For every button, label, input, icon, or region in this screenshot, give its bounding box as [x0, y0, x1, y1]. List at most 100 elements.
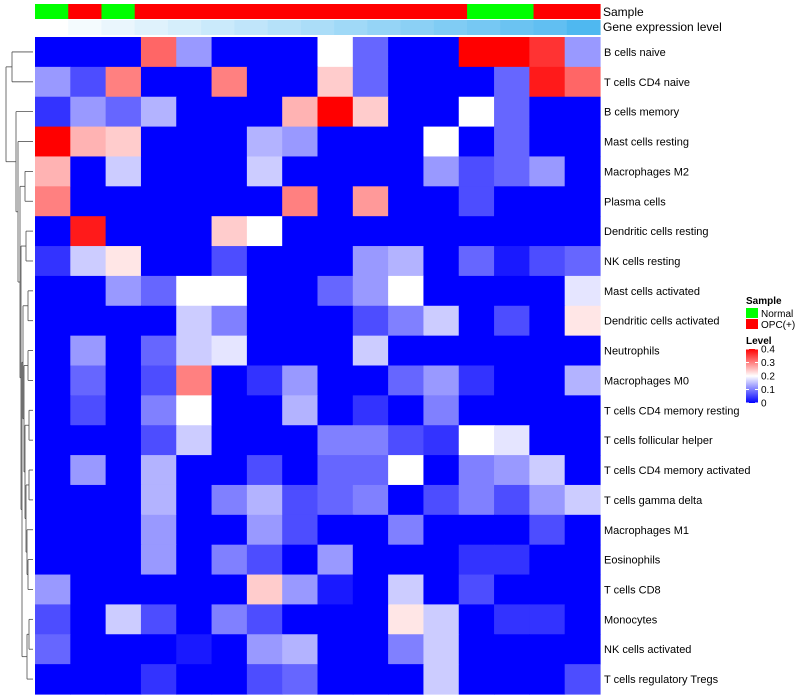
heatmap-cell: [35, 216, 71, 247]
heatmap-cell: [529, 484, 566, 516]
heatmap-cell: [70, 186, 107, 217]
heatmap-cell: [352, 514, 389, 546]
heatmap-cell: [458, 126, 495, 158]
heatmap-cell: [176, 395, 213, 426]
row-label: Mast cells resting: [604, 137, 689, 149]
heatmap-cell: [423, 246, 460, 277]
heatmap-cell: [246, 66, 283, 98]
sample-annotation-cell: [68, 4, 103, 19]
heatmap-cell: [211, 634, 248, 665]
heatmap-cell: [246, 216, 283, 247]
heatmap-cell: [246, 186, 283, 217]
heatmap-cell: [317, 395, 354, 426]
heatmap-cell: [35, 365, 71, 396]
row-label: B cells naive: [604, 47, 666, 59]
heatmap-cell: [352, 574, 389, 606]
heatmap-cell: [70, 66, 107, 98]
heatmap-cell: [70, 96, 107, 128]
heatmap-cell: [423, 664, 460, 695]
heatmap-cell: [352, 126, 389, 158]
row-label: Macrophages M2: [604, 166, 689, 178]
heatmap-cell: [35, 604, 71, 635]
heatmap-cell: [70, 604, 107, 635]
heatmap-cell: [211, 37, 248, 68]
heatmap-cell: [140, 37, 177, 68]
heatmap-cell: [70, 37, 107, 68]
heatmap-cell: [423, 395, 460, 426]
heatmap-cell: [494, 455, 530, 486]
heatmap-cell: [35, 96, 71, 128]
sample-annotation-cell: [101, 4, 136, 19]
heatmap-cell: [458, 96, 495, 128]
heatmap-cell: [317, 305, 354, 337]
heatmap-cell: [494, 664, 530, 695]
heatmap-cell: [282, 66, 319, 98]
row-label: Dendritic cells activated: [604, 316, 720, 328]
heatmap-cell: [105, 216, 142, 247]
heatmap-cell: [494, 186, 530, 217]
heatmap-cell: [176, 66, 213, 98]
heatmap-cell: [282, 156, 319, 187]
heatmap-cell: [35, 156, 71, 187]
heatmap-cell: [140, 514, 177, 546]
heatmap-cell: [529, 365, 566, 396]
heatmap-cell: [246, 455, 283, 486]
heatmap-cell: [564, 484, 601, 516]
heatmap-cell: [105, 365, 142, 396]
heatmap-cell: [529, 574, 566, 606]
heatmap-cell: [564, 365, 601, 396]
heatmap-cell: [176, 544, 213, 576]
heatmap-cell: [423, 604, 460, 635]
heatmap-cell: [388, 275, 425, 307]
sample-annotation-cell: [201, 4, 236, 19]
expression-annotation-cell: [101, 20, 136, 35]
heatmap-cell: [105, 66, 142, 98]
heatmap-cell: [388, 37, 425, 68]
heatmap-cell: [388, 96, 425, 128]
heatmap-cell: [282, 37, 319, 68]
heatmap-cell: [423, 544, 460, 576]
expression-annotation-cell: [35, 20, 69, 35]
heatmap-cell: [246, 156, 283, 187]
heatmap-cell: [176, 186, 213, 217]
heatmap-cell: [70, 455, 107, 486]
heatmap-cell: [564, 425, 601, 456]
row-label: Macrophages M1: [604, 525, 689, 537]
heatmap-cell: [423, 574, 460, 606]
heatmap-cell: [317, 216, 354, 247]
heatmap-cell: [105, 186, 142, 217]
heatmap-cell: [564, 246, 601, 277]
row-label: Macrophages M0: [604, 375, 689, 387]
legend-swatch-opc: [746, 319, 758, 329]
heatmap-cell: [352, 455, 389, 486]
heatmap-cell: [458, 574, 495, 606]
heatmap-cell: [211, 216, 248, 247]
heatmap-cell: [352, 305, 389, 337]
row-label: T cells gamma delta: [604, 495, 703, 507]
heatmap-cell: [423, 37, 460, 68]
heatmap-cell: [282, 484, 319, 516]
heatmap-cell: [140, 664, 177, 695]
sample-annotation-cell: [300, 4, 335, 19]
heatmap-cell: [282, 365, 319, 396]
heatmap-cell: [388, 335, 425, 367]
heatmap-cell: [282, 455, 319, 486]
sample-annotation-cell: [433, 4, 468, 19]
heatmap-cell: [529, 186, 566, 217]
heatmap-cell: [352, 365, 389, 396]
heatmap-cell: [105, 634, 142, 665]
heatmap-cell: [35, 246, 71, 277]
heatmap-cell: [458, 425, 495, 456]
heatmap-cell: [529, 275, 566, 307]
heatmap-cell: [140, 156, 177, 187]
heatmap-cell: [282, 216, 319, 247]
sample-annotation-cell: [234, 4, 269, 19]
heatmap-cell: [352, 484, 389, 516]
heatmap-cell: [140, 96, 177, 128]
heatmap-cell: [564, 395, 601, 426]
sample-annotation-track: [35, 4, 601, 19]
sample-annotation-cell: [467, 4, 501, 19]
heatmap-cell: [35, 574, 71, 606]
heatmap-cell: [211, 365, 248, 396]
heatmap-cell: [423, 514, 460, 546]
